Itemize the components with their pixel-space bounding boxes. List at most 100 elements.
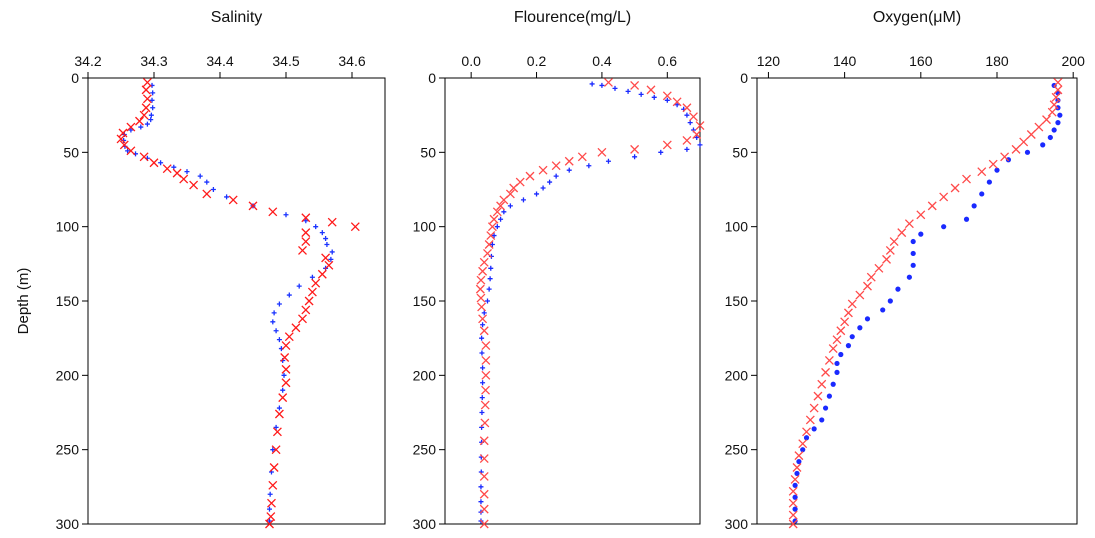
salinity-x-tick-label: 34.4 [206, 53, 233, 69]
fluorescence-data-point [630, 80, 640, 90]
salinity-data-point [210, 187, 216, 192]
oxygen-data-point [1000, 152, 1010, 162]
salinity-data-point [149, 97, 155, 103]
salinity-data-point [228, 195, 238, 205]
fluorescence-data-point [674, 102, 680, 108]
fluorescence-data-point [597, 147, 607, 157]
fluorescence-data-point [586, 163, 592, 169]
salinity-data-point [278, 393, 288, 403]
oxygen-data-point [906, 274, 912, 280]
oxygen-data-point [882, 254, 891, 264]
fluorescence-data-point [489, 242, 495, 248]
fluorescence-data-point [479, 519, 489, 529]
oxygen-data-point [979, 191, 985, 197]
oxygen-data-point [897, 228, 907, 238]
fluorescence-data-point [486, 286, 492, 292]
salinity-data-point [189, 180, 199, 190]
salinity-data-point [248, 201, 258, 211]
oxygen-data-point [887, 298, 893, 304]
salinity-data-point [272, 427, 282, 437]
fluorescence-data-point [682, 135, 692, 145]
fluorescence-data-point [507, 203, 513, 209]
oxygen-data-point [1024, 149, 1031, 155]
fluorescence-y-tick-label: 100 [413, 219, 437, 235]
oxygen-data-point [971, 203, 977, 209]
fluorescence-data-point [662, 91, 672, 101]
fluorescence-x-tick-label: 0.0 [461, 53, 481, 69]
fluorescence-data-point [651, 94, 657, 100]
oxygen-data-point [817, 379, 827, 389]
salinity-data-point [307, 287, 317, 297]
salinity-data-point [324, 242, 330, 248]
oxygen-data-point [866, 272, 876, 282]
fluorescence-data-point [485, 298, 490, 304]
fluorescence-data-point [481, 341, 491, 351]
fluorescence-data-point [540, 185, 546, 191]
fluorescence-data-point [694, 134, 700, 140]
salinity-data-point [298, 314, 307, 324]
fluorescence-data-point [553, 173, 559, 179]
salinity-x-tick-label: 34.5 [272, 53, 299, 69]
fluorescence-data-point [480, 418, 490, 428]
fluorescence-series-0 [478, 81, 703, 524]
salinity-data-point [329, 249, 335, 255]
oxygen-x-tick-label: 160 [909, 53, 933, 69]
salinity-data-point [270, 447, 276, 453]
fluorescence-data-point [494, 224, 500, 230]
fluorescence-data-point [478, 266, 488, 276]
salinity-data-point [171, 164, 177, 170]
oxygen-data-point [977, 167, 987, 177]
fluorescence-data-point [612, 85, 618, 91]
oxygen-data-point [1051, 92, 1061, 102]
oxygen-y-tick-label: 100 [725, 219, 749, 235]
salinity-data-point [116, 134, 126, 144]
oxygen-data-point [845, 343, 852, 349]
fluorescence-data-point [566, 167, 572, 173]
oxygen-data-point [1049, 100, 1059, 110]
oxygen-y-tick-label: 50 [732, 144, 748, 160]
fluorescence-y-tick-label: 300 [413, 516, 437, 532]
oxygen-data-point [1047, 134, 1053, 141]
oxygen-panel: Oxygen(μM) 120 140 160 180 200 0 50 100 150 200 25… [725, 9, 1085, 532]
oxygen-data-point [836, 326, 846, 336]
oxygen-y-tick-label: 0 [740, 70, 748, 86]
salinity-data-point [162, 164, 172, 174]
oxygen-data-point [857, 325, 863, 331]
salinity-data-point [142, 78, 152, 87]
fluorescence-data-point [477, 302, 487, 312]
fluorescence-data-point [478, 499, 484, 505]
oxygen-data-point [910, 262, 916, 268]
oxygen-data-point [849, 334, 855, 340]
fluorescence-data-point [604, 78, 613, 87]
salinity-data-point [328, 256, 334, 262]
oxygen-data-point [904, 219, 914, 229]
salinity-data-point [148, 117, 154, 123]
fluorescence-data-point [547, 179, 553, 185]
oxygen-data-point [832, 335, 842, 345]
salinity-series-1 [116, 78, 360, 529]
oxygen-x-tick-label: 120 [757, 53, 781, 69]
salinity-data-point [267, 491, 273, 497]
salinity-y-tick-label: 100 [56, 219, 80, 235]
salinity-data-point [281, 341, 291, 351]
fluorescence-data-point [605, 158, 611, 164]
salinity-y-tick-label: 200 [56, 367, 80, 383]
salinity-data-point [301, 228, 311, 238]
fluorescence-data-point [664, 97, 670, 103]
oxygen-data-point [889, 237, 899, 246]
oxygen-data-point [939, 192, 949, 202]
oxygen-data-point [1053, 85, 1063, 95]
oxygen-data-point [834, 369, 840, 375]
salinity-data-point [280, 387, 286, 393]
salinity-data-point [126, 122, 136, 132]
salinity-data-point [281, 364, 291, 374]
fluorescence-data-point [476, 293, 486, 303]
fluorescence-data-point [479, 471, 489, 481]
salinity-x-tick-label: 34.6 [338, 53, 365, 69]
fluorescence-data-point [483, 248, 492, 258]
salinity-y-tick-label: 150 [56, 293, 80, 309]
fluorescence-series-1 [475, 78, 705, 529]
salinity-data-point [267, 518, 272, 524]
fluorescence-data-point [479, 335, 485, 341]
